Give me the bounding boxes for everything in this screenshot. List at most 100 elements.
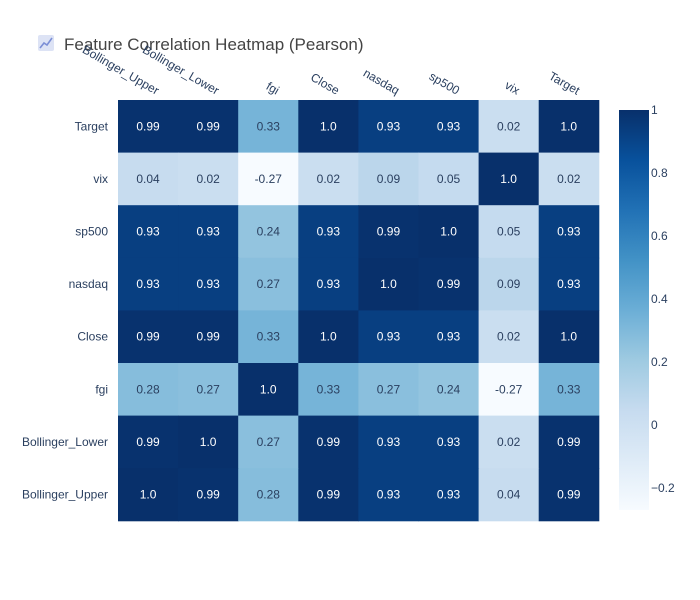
cell-value-label: 1.0 [320, 330, 337, 344]
colorbar-tick-label: 0.4 [651, 292, 668, 306]
cell-value-label: 0.99 [437, 277, 461, 291]
heatmap-cell [418, 257, 480, 311]
x-tick-label: Close [308, 70, 342, 98]
plotly-chart-icon[interactable] [38, 35, 54, 51]
y-tick-label: Target [75, 119, 109, 133]
heatmap-cell [358, 100, 419, 154]
y-tick-label: Close [77, 330, 108, 344]
x-tick-label: fgi [264, 79, 282, 97]
cell-value-label: 0.27 [377, 382, 401, 396]
heatmap-cell [418, 468, 480, 522]
cell-value-label: 0.02 [196, 172, 220, 186]
y-axis: Target vix sp500 nasdaq Close fgi Bollinger_Lo… [22, 119, 109, 501]
heatmap-cell [418, 415, 480, 469]
heatmap-cell [238, 415, 299, 469]
heatmap-cell [238, 363, 299, 417]
cell-value-label: 0.99 [557, 435, 581, 449]
cell-value-label: 0.27 [257, 277, 281, 291]
heatmap-cells: 0.99 0.99 0.33 1.0 0.93 0.93 0.02 1.0 0.04 0.02 -0… [118, 100, 600, 522]
heatmap-cell [538, 363, 600, 417]
heatmap-cell [118, 310, 179, 364]
heatmap-cell [538, 100, 600, 154]
cell-value-label: 0.09 [497, 277, 521, 291]
cell-value-label: 1.0 [440, 225, 457, 239]
y-tick-label: nasdaq [69, 277, 108, 291]
heatmap-cell [238, 100, 299, 154]
colorbar-gradient [619, 110, 649, 510]
colorbar-tick-label: 0 [651, 418, 658, 432]
cell-value-label: 0.04 [497, 488, 521, 502]
chart-title-text: Feature Correlation Heatmap (Pearson) [64, 35, 364, 54]
cell-value-label: 0.27 [196, 382, 220, 396]
cell-value-label: 0.93 [317, 277, 341, 291]
cell-value-label: -0.27 [495, 382, 523, 396]
heatmap-cell [178, 468, 239, 522]
heatmap-cell [538, 205, 600, 259]
cell-value-label: 0.33 [257, 119, 281, 133]
heatmap-cell [118, 257, 179, 311]
cell-value-label: 1.0 [560, 119, 577, 133]
cell-value-label: 0.93 [557, 225, 581, 239]
heatmap-cell [418, 310, 480, 364]
heatmap-cell [118, 415, 179, 469]
chart-title: Feature Correlation Heatmap (Pearson) [38, 35, 364, 54]
heatmap-cell [298, 205, 359, 259]
colorbar-tick-label: 0.8 [651, 166, 668, 180]
cell-value-label: 0.05 [437, 172, 461, 186]
heatmap-cell [478, 257, 540, 311]
cell-value-label: 0.99 [136, 330, 160, 344]
cell-value-label: 0.02 [317, 172, 341, 186]
cell-value-label: 0.28 [257, 488, 281, 502]
heatmap-cell [418, 205, 480, 259]
colorbar-tick-label: 0.6 [651, 229, 668, 243]
cell-value-label: 0.93 [317, 225, 341, 239]
heatmap-cell [118, 205, 179, 259]
heatmap-cell [358, 257, 419, 311]
cell-value-label: 0.93 [136, 277, 160, 291]
heatmap-cell [538, 415, 600, 469]
heatmap-cell [538, 310, 600, 364]
cell-value-label: 0.33 [557, 382, 581, 396]
heatmap-cell [178, 100, 239, 154]
cell-value-label: 0.99 [196, 119, 220, 133]
cell-value-label: 0.09 [377, 172, 401, 186]
x-tick-label: Target [546, 69, 582, 98]
cell-value-label: 1.0 [200, 435, 217, 449]
cell-value-label: 0.93 [437, 435, 461, 449]
cell-value-label: 0.28 [136, 382, 160, 396]
heatmap-cell [358, 205, 419, 259]
x-tick-label: vix [502, 78, 522, 97]
cell-value-label: 1.0 [320, 119, 337, 133]
heatmap-cell [358, 363, 419, 417]
cell-value-label: 0.99 [136, 435, 160, 449]
cell-value-label: 0.05 [497, 225, 521, 239]
cell-value-label: 0.93 [136, 225, 160, 239]
y-tick-label: sp500 [75, 225, 108, 239]
colorbar-tick-label: 1 [651, 103, 658, 117]
cell-value-label: 0.93 [196, 277, 220, 291]
cell-value-label: -0.27 [255, 172, 283, 186]
heatmap-cell [418, 152, 480, 206]
heatmap-cell [178, 152, 239, 206]
y-tick-label: Bollinger_Upper [22, 488, 108, 502]
cell-value-label: 0.93 [437, 119, 461, 133]
heatmap-cell [298, 415, 359, 469]
heatmap-cell [238, 205, 299, 259]
cell-value-label: 1.0 [380, 277, 397, 291]
heatmap-cell [178, 363, 239, 417]
heatmap-cell [238, 257, 299, 311]
heatmap-cell [478, 363, 540, 417]
heatmap-cell [298, 152, 359, 206]
cell-value-label: 1.0 [560, 330, 577, 344]
cell-value-label: 0.93 [437, 330, 461, 344]
heatmap-cell [118, 363, 179, 417]
heatmap-cell [118, 100, 179, 154]
colorbar-tick-label: 0.2 [651, 355, 668, 369]
cell-value-label: 0.24 [257, 225, 281, 239]
y-tick-label: vix [93, 172, 108, 186]
cell-value-label: 0.27 [257, 435, 281, 449]
cell-value-label: 0.99 [196, 488, 220, 502]
heatmap-cell [238, 152, 299, 206]
cell-value-label: 0.02 [497, 119, 521, 133]
heatmap-cell [478, 310, 540, 364]
